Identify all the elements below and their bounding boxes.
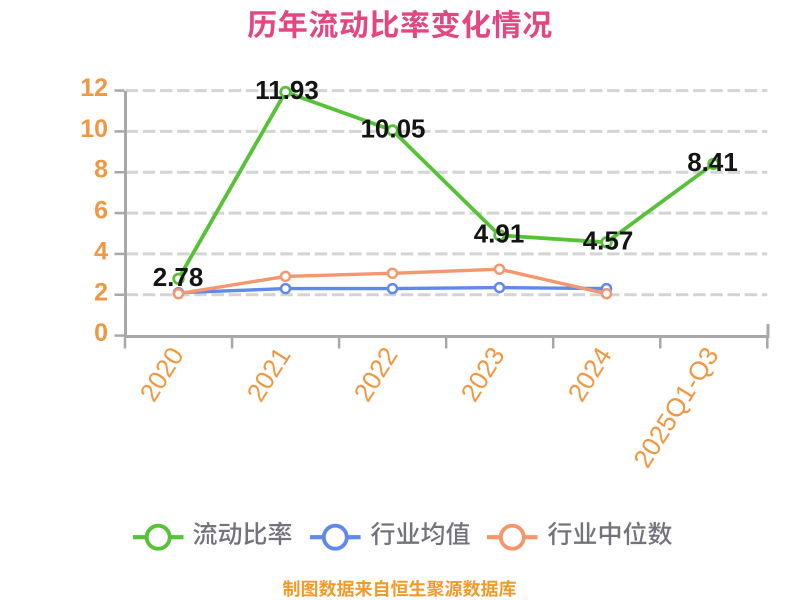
svg-text:4: 4 xyxy=(94,237,108,265)
svg-text:8: 8 xyxy=(94,156,108,184)
svg-text:4.57: 4.57 xyxy=(583,225,634,255)
svg-text:6: 6 xyxy=(94,197,108,225)
svg-text:12: 12 xyxy=(80,74,108,102)
svg-text:11.93: 11.93 xyxy=(255,75,319,105)
svg-text:10: 10 xyxy=(80,115,108,143)
svg-text:8.41: 8.41 xyxy=(687,147,738,177)
svg-text:2.78: 2.78 xyxy=(153,262,204,292)
svg-text:4.91: 4.91 xyxy=(474,218,525,248)
svg-text:0: 0 xyxy=(94,319,108,347)
svg-text:2: 2 xyxy=(94,278,108,306)
svg-text:10.05: 10.05 xyxy=(360,113,425,143)
